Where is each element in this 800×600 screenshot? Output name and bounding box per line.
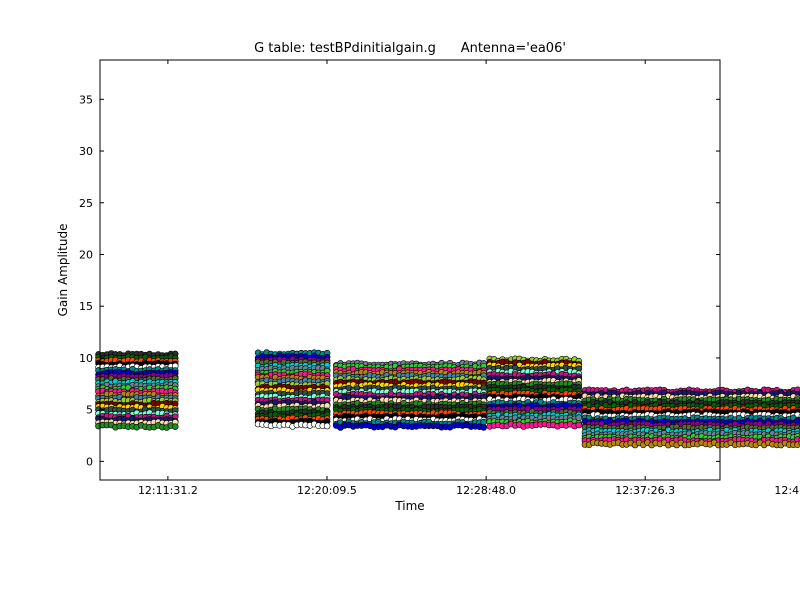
data-point (575, 421, 583, 429)
y-tick-label: 10 (79, 352, 93, 365)
y-axis-label: Gain Amplitude (56, 224, 70, 317)
y-tick-label: 25 (79, 197, 93, 210)
x-tick-label: 12:28:48.0 (456, 484, 516, 497)
data-point (323, 422, 331, 430)
y-tick-label: 35 (79, 93, 93, 106)
data-point (171, 423, 179, 431)
x-tick-label: 12:11:31.2 (138, 484, 198, 497)
y-tick-label: 0 (86, 455, 93, 468)
y-tick-label: 15 (79, 300, 93, 313)
y-tick-label: 30 (79, 145, 93, 158)
y-tick-label: 20 (79, 248, 93, 261)
plot-area: 12:11:31.2 12:20:09.5 12:28:48.0 12:37:26.3… (79, 59, 800, 497)
x-tick-label: 12:46:04.8 (774, 484, 800, 497)
data-points (95, 349, 800, 449)
x-axis-label: Time (394, 499, 424, 513)
chart-title: G table: testBPdinitialgain.g Antenna='e… (254, 41, 566, 56)
x-tick-label: 12:20:09.5 (297, 484, 357, 497)
data-point (480, 424, 488, 431)
y-tick-label: 5 (86, 404, 93, 417)
x-tick-label: 12:37:26.3 (615, 484, 675, 497)
